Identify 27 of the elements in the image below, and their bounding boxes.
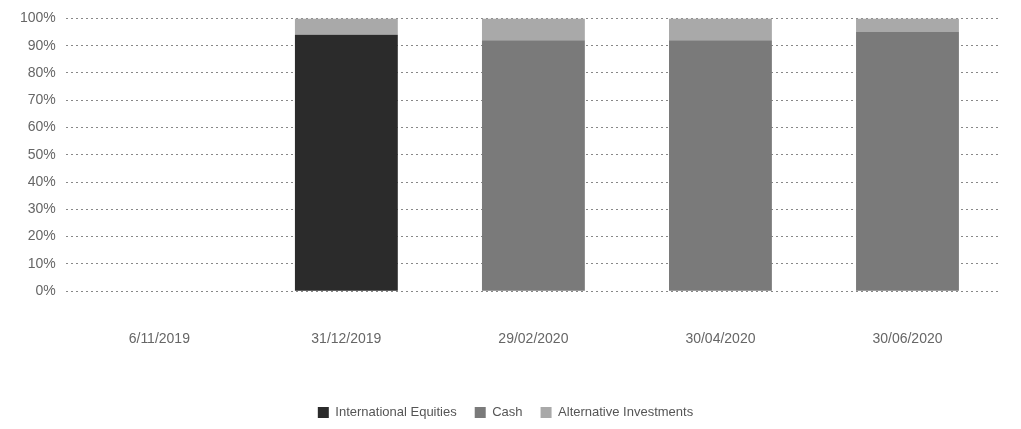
y-tick-label: 20% — [27, 227, 56, 244]
y-tick-label: 60% — [27, 118, 56, 135]
bar — [481, 40, 585, 291]
y-tick-label: 40% — [27, 172, 56, 189]
y-tick-label: 100% — [19, 9, 56, 26]
legend-label: Cash — [492, 404, 523, 420]
bar — [856, 18, 959, 33]
legend-label: International Equities — [335, 404, 458, 420]
bar — [481, 18, 585, 41]
x-tick-label: 30/04/2020 — [685, 330, 756, 347]
bar — [669, 40, 772, 291]
y-tick-label: 80% — [27, 63, 56, 80]
bar — [669, 18, 772, 41]
y-tick-label: 50% — [27, 145, 56, 162]
y-tick-label: 10% — [27, 254, 56, 271]
x-tick-label: 29/02/2020 — [498, 330, 569, 347]
y-tick-label: 30% — [27, 200, 56, 217]
legend-label: Alternative Investments — [558, 404, 694, 420]
y-tick-label: 0% — [35, 282, 56, 299]
bar — [294, 18, 398, 35]
x-tick-label: 30/06/2020 — [872, 330, 943, 347]
x-tick-label: 6/11/2019 — [128, 330, 191, 347]
bar — [856, 32, 959, 291]
y-tick-label: 70% — [27, 91, 56, 108]
bar — [294, 34, 398, 291]
x-tick-label: 31/12/2019 — [311, 330, 382, 347]
y-tick-label: 90% — [27, 36, 56, 53]
